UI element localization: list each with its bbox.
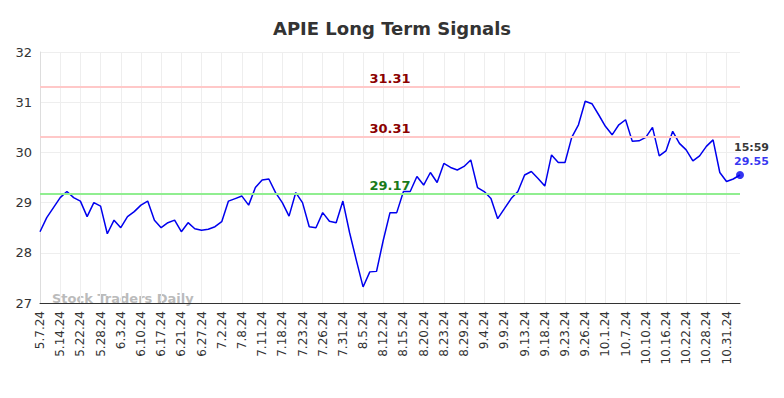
svg-text:5.14.24: 5.14.24 xyxy=(53,311,67,357)
svg-text:10.22.24: 10.22.24 xyxy=(679,311,693,364)
svg-text:8.29.24: 8.29.24 xyxy=(457,311,471,357)
svg-text:31: 31 xyxy=(15,95,32,110)
svg-text:9.23.24: 9.23.24 xyxy=(558,311,572,357)
svg-text:8.20.24: 8.20.24 xyxy=(417,311,431,357)
svg-text:6.27.24: 6.27.24 xyxy=(195,311,209,357)
svg-text:7.2.24: 7.2.24 xyxy=(215,311,229,349)
svg-text:9.9.24: 9.9.24 xyxy=(497,311,511,349)
svg-text:27: 27 xyxy=(15,296,32,311)
svg-text:15:59: 15:59 xyxy=(734,141,769,154)
svg-text:8.23.24: 8.23.24 xyxy=(437,311,451,357)
svg-text:7.31.24: 7.31.24 xyxy=(336,311,350,357)
svg-text:7.26.24: 7.26.24 xyxy=(316,311,330,357)
svg-text:8.12.24: 8.12.24 xyxy=(376,311,390,357)
svg-text:30.31: 30.31 xyxy=(369,121,410,136)
svg-text:6.10.24: 6.10.24 xyxy=(134,311,148,357)
svg-text:9.18.24: 9.18.24 xyxy=(538,311,552,357)
svg-text:31.31: 31.31 xyxy=(369,71,410,86)
svg-text:7.8.24: 7.8.24 xyxy=(235,311,249,349)
svg-text:10.10.24: 10.10.24 xyxy=(639,311,653,364)
svg-text:5.22.24: 5.22.24 xyxy=(73,311,87,357)
svg-text:8.5.24: 8.5.24 xyxy=(356,311,370,349)
svg-text:9.26.24: 9.26.24 xyxy=(578,311,592,357)
svg-text:29: 29 xyxy=(15,195,32,210)
svg-text:29.17: 29.17 xyxy=(369,178,410,193)
svg-text:10.16.24: 10.16.24 xyxy=(659,311,673,364)
svg-text:6.3.24: 6.3.24 xyxy=(114,311,128,349)
svg-text:7.23.24: 7.23.24 xyxy=(296,311,310,357)
svg-text:29.55: 29.55 xyxy=(734,155,769,168)
svg-text:7.18.24: 7.18.24 xyxy=(275,311,289,357)
svg-text:APIE Long Term Signals: APIE Long Term Signals xyxy=(273,18,511,39)
svg-text:5.7.24: 5.7.24 xyxy=(33,311,47,349)
svg-text:30: 30 xyxy=(15,145,32,160)
svg-text:7.11.24: 7.11.24 xyxy=(255,311,269,357)
svg-text:10.28.24: 10.28.24 xyxy=(699,311,713,364)
svg-text:5.28.24: 5.28.24 xyxy=(94,311,108,357)
svg-text:32: 32 xyxy=(15,45,32,60)
svg-text:9.4.24: 9.4.24 xyxy=(477,311,491,349)
svg-text:10.7.24: 10.7.24 xyxy=(619,311,633,357)
svg-text:9.13.24: 9.13.24 xyxy=(518,311,532,357)
svg-text:Stock Traders Daily: Stock Traders Daily xyxy=(52,291,194,306)
svg-text:6.17.24: 6.17.24 xyxy=(154,311,168,357)
svg-text:8.15.24: 8.15.24 xyxy=(396,311,410,357)
svg-text:28: 28 xyxy=(15,245,32,260)
svg-text:10.31.24: 10.31.24 xyxy=(720,311,734,364)
svg-text:6.21.24: 6.21.24 xyxy=(174,311,188,357)
svg-text:10.1.24: 10.1.24 xyxy=(598,311,612,357)
